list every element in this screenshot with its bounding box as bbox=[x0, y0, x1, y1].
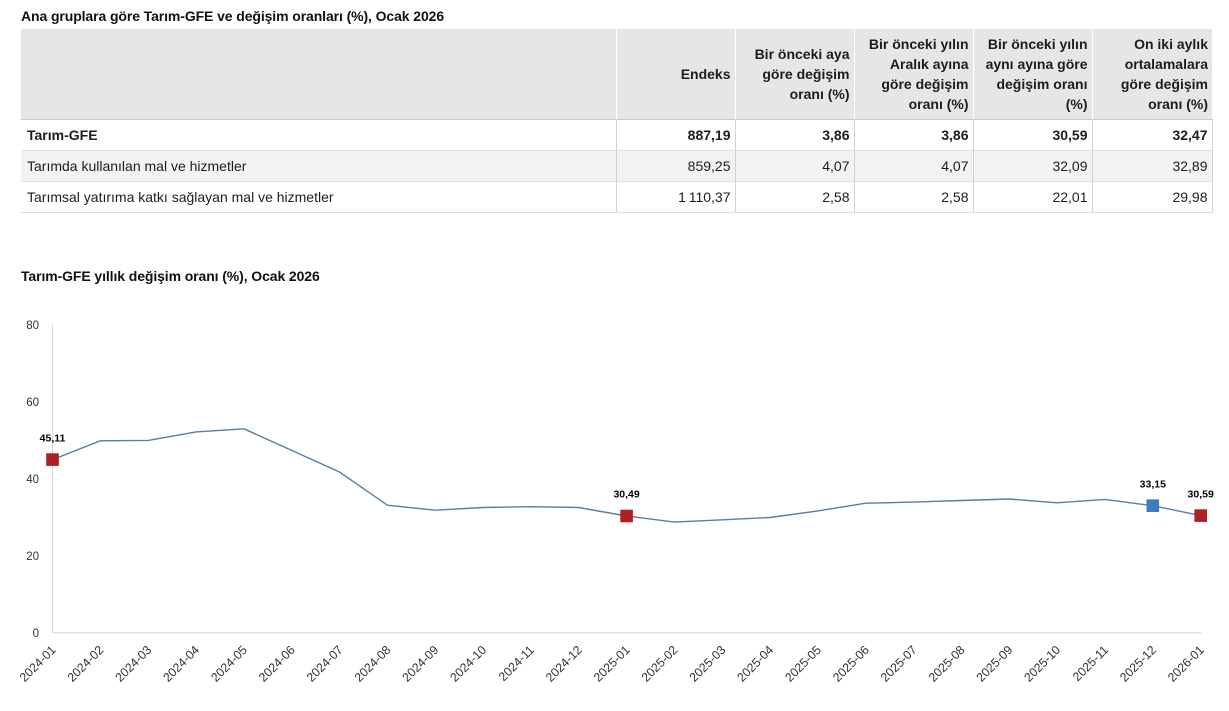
svg-text:2025-09: 2025-09 bbox=[974, 643, 1016, 685]
svg-text:40: 40 bbox=[26, 474, 39, 486]
svg-text:2025-10: 2025-10 bbox=[1021, 643, 1063, 685]
svg-text:2024-04: 2024-04 bbox=[160, 643, 202, 685]
svg-text:2024-07: 2024-07 bbox=[304, 643, 346, 685]
svg-text:2024-05: 2024-05 bbox=[208, 643, 250, 685]
svg-text:30,49: 30,49 bbox=[613, 489, 639, 501]
svg-text:2024-01: 2024-01 bbox=[17, 643, 59, 685]
svg-text:2025-02: 2025-02 bbox=[639, 643, 681, 685]
svg-text:2024-12: 2024-12 bbox=[543, 643, 585, 685]
svg-text:60: 60 bbox=[26, 397, 39, 409]
svg-text:0: 0 bbox=[33, 628, 39, 640]
svg-text:33,15: 33,15 bbox=[1140, 478, 1166, 490]
svg-text:2025-04: 2025-04 bbox=[734, 643, 776, 685]
svg-text:30,59: 30,59 bbox=[1188, 488, 1214, 500]
svg-text:2025-12: 2025-12 bbox=[1117, 643, 1159, 685]
svg-text:20: 20 bbox=[26, 551, 39, 563]
svg-text:2024-08: 2024-08 bbox=[352, 643, 394, 685]
svg-text:45,11: 45,11 bbox=[40, 432, 66, 444]
svg-text:2024-06: 2024-06 bbox=[256, 643, 298, 685]
svg-text:2025-06: 2025-06 bbox=[830, 643, 872, 685]
svg-text:2025-01: 2025-01 bbox=[591, 643, 633, 685]
svg-text:2025-05: 2025-05 bbox=[782, 643, 824, 685]
svg-text:2024-09: 2024-09 bbox=[400, 643, 442, 685]
svg-text:2024-02: 2024-02 bbox=[65, 643, 107, 685]
svg-text:80: 80 bbox=[26, 320, 39, 332]
svg-text:2025-08: 2025-08 bbox=[926, 643, 968, 685]
svg-text:2026-01: 2026-01 bbox=[1165, 643, 1207, 685]
svg-text:2025-07: 2025-07 bbox=[878, 643, 920, 685]
svg-text:2025-11: 2025-11 bbox=[1070, 643, 1111, 684]
svg-text:2024-11: 2024-11 bbox=[496, 643, 537, 684]
svg-text:2025-03: 2025-03 bbox=[687, 643, 729, 685]
svg-text:2024-03: 2024-03 bbox=[113, 643, 155, 685]
svg-text:2024-10: 2024-10 bbox=[447, 643, 489, 685]
